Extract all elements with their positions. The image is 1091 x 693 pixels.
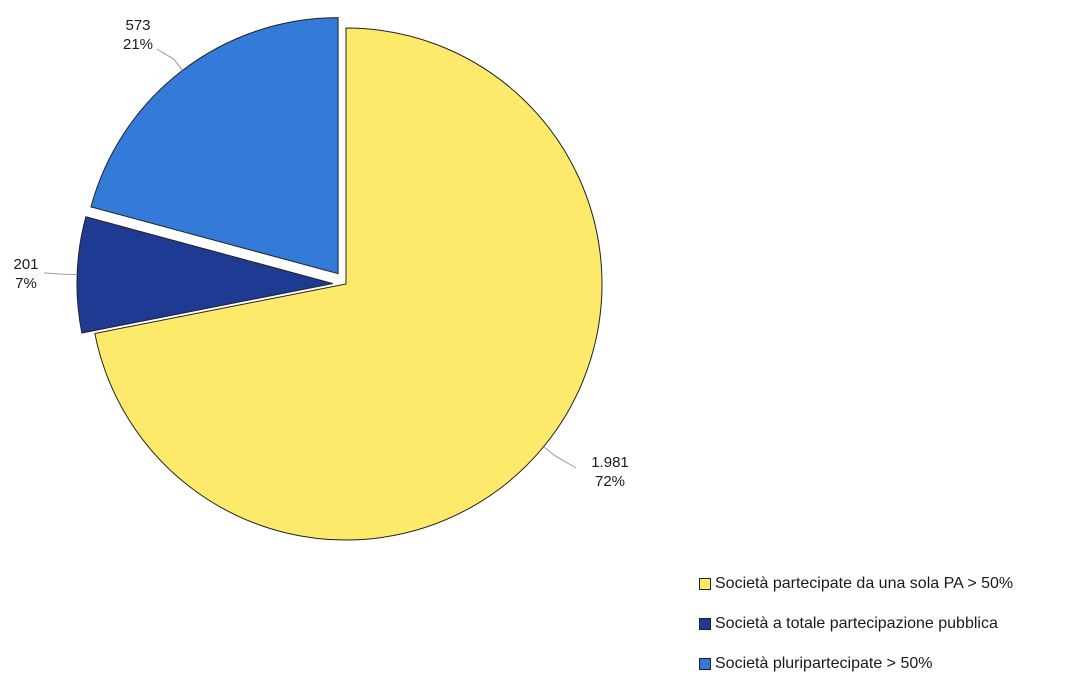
- legend-swatch: [699, 618, 711, 630]
- leader-line: [43, 272, 78, 276]
- legend-label: Società partecipate da una sola PA > 50%: [715, 575, 1014, 592]
- legend-item: Società a totale partecipazione pubblica: [699, 612, 1013, 636]
- data-label-percent: 7%: [15, 275, 37, 292]
- legend-swatch: [699, 578, 711, 590]
- legend-label: Società pluripartecipate > 50%: [715, 655, 933, 672]
- legend: Società partecipate da una sola PA > 50%…: [699, 572, 1013, 692]
- legend-swatch: [699, 658, 711, 670]
- leader-line: [543, 446, 577, 469]
- legend-label: Società a totale partecipazione pubblica: [715, 615, 998, 632]
- data-labels: 1.981 72% 201 7% 573 21%: [13, 17, 628, 490]
- pie-slice: [94, 27, 603, 541]
- data-label-value: 1.981: [591, 454, 629, 471]
- legend-item: Società partecipate da una sola PA > 50%: [699, 572, 1013, 596]
- pie-slice: [90, 17, 339, 275]
- legend-item: Società pluripartecipate > 50%: [699, 652, 1013, 676]
- data-label-percent: 72%: [595, 473, 625, 490]
- data-label-value: 201: [13, 256, 38, 273]
- data-label-percent: 21%: [123, 36, 153, 53]
- data-label-value: 573: [125, 17, 150, 34]
- leader-line: [156, 48, 183, 71]
- pie-slices: [76, 17, 603, 541]
- pie-slice: [76, 216, 334, 334]
